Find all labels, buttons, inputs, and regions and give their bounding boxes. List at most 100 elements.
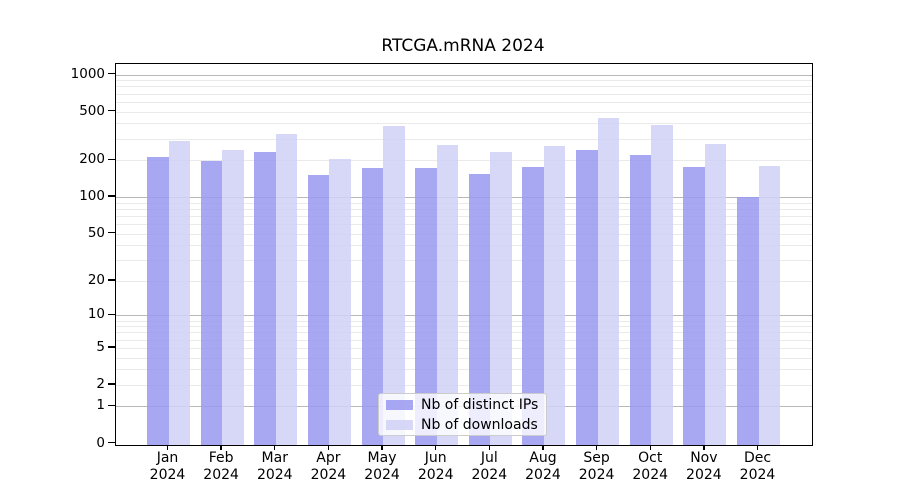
legend-entry-distinct-ips: Nb of distinct IPs <box>379 396 546 413</box>
x-tick-mark <box>703 445 705 450</box>
bar-feb-distinct-ips <box>200 160 223 445</box>
x-tick-mark <box>166 445 169 450</box>
gridline-minor <box>116 208 812 210</box>
x-tick-mark <box>595 445 598 450</box>
x-tick-label: Feb 2024 <box>203 450 239 483</box>
gridline-minor <box>116 280 812 282</box>
y-tick-label: 20 <box>87 271 105 288</box>
y-tick-label: 0 <box>96 434 105 451</box>
gridline-minor <box>116 332 812 334</box>
x-tick-label: Jan 2024 <box>149 450 186 483</box>
y-tick-label: 100 <box>79 188 105 205</box>
gridline-minor <box>116 347 812 349</box>
gridline-minor <box>116 101 812 103</box>
bar-sep-downloads <box>597 118 620 445</box>
gridline-minor <box>116 320 812 322</box>
x-tick-mark <box>327 445 330 450</box>
y-tick-mark <box>108 383 115 385</box>
x-tick-label: Jun 2024 <box>417 450 454 483</box>
gridline-major <box>116 74 812 76</box>
x-tick-label: Apr 2024 <box>310 450 347 483</box>
gridline-minor <box>116 326 812 328</box>
x-tick-mark <box>488 445 490 450</box>
y-tick-label: 1 <box>96 397 105 414</box>
gridline-minor <box>116 93 812 95</box>
bar-sep-distinct-ips <box>576 149 598 445</box>
gridline-minor <box>116 80 812 82</box>
y-tick-mark <box>108 404 115 407</box>
gridline-minor <box>116 138 812 140</box>
y-tick-label: 2 <box>96 375 105 392</box>
bar-mar-distinct-ips <box>254 152 276 445</box>
x-tick-mark <box>220 445 222 450</box>
x-tick-mark <box>756 445 759 450</box>
gridline-minor <box>116 86 812 88</box>
y-tick-mark <box>108 279 115 281</box>
legend: Nb of distinct IPs Nb of downloads <box>378 393 547 436</box>
x-tick-label: Oct 2024 <box>632 450 669 483</box>
gridline-major <box>116 197 812 199</box>
plot-area <box>115 63 813 446</box>
x-tick-label: Dec 2024 <box>739 450 776 483</box>
gridline-minor <box>116 215 812 217</box>
legend-label-distinct-ips: Nb of distinct IPs <box>421 396 539 413</box>
bar-aug-downloads <box>543 145 566 445</box>
bar-dec-downloads <box>758 165 780 445</box>
gridline-minor <box>116 384 812 386</box>
y-tick-label: 5 <box>96 338 105 355</box>
x-tick-label: Jul 2024 <box>471 450 508 483</box>
gridline-minor <box>116 111 812 113</box>
y-tick-label: 1000 <box>70 65 105 82</box>
gridline-major <box>116 315 812 317</box>
bar-oct-distinct-ips <box>629 155 652 445</box>
bar-aug-distinct-ips <box>522 167 544 445</box>
y-tick-label: 200 <box>79 151 105 168</box>
y-tick-mark <box>108 109 115 112</box>
x-tick-label: Mar 2024 <box>256 450 293 483</box>
legend-swatch-distinct-ips <box>386 399 413 410</box>
gridline-minor <box>116 123 812 125</box>
gridline-minor <box>116 339 812 341</box>
gridline-minor <box>116 202 812 204</box>
gridline-minor <box>116 357 812 359</box>
x-tick-mark <box>649 445 651 450</box>
y-tick-mark <box>108 231 115 234</box>
y-tick-label: 10 <box>87 306 105 323</box>
bar-jan-downloads <box>168 141 190 445</box>
x-tick-mark <box>381 445 383 450</box>
gridline-minor <box>116 160 812 162</box>
bar-jul-downloads <box>490 151 512 445</box>
gridline-minor <box>116 245 812 247</box>
gridline-minor <box>116 260 812 262</box>
legend-swatch-downloads <box>386 419 413 430</box>
x-tick-label: Sep 2024 <box>578 450 615 483</box>
y-tick-mark <box>108 158 115 160</box>
legend-entry-downloads: Nb of downloads <box>379 416 546 433</box>
bar-jun-downloads <box>436 144 459 445</box>
x-tick-label: May 2024 <box>364 450 400 483</box>
y-tick-mark <box>108 195 115 197</box>
y-tick-label: 50 <box>87 224 105 241</box>
bar-nov-distinct-ips <box>683 167 705 445</box>
bar-dec-distinct-ips <box>737 196 759 445</box>
gridline-minor <box>116 233 812 235</box>
legend-label-downloads: Nb of downloads <box>421 416 538 433</box>
gridline-minor <box>116 369 812 371</box>
x-tick-mark <box>542 445 544 450</box>
chart-title: RTCGA.mRNA 2024 <box>381 36 545 56</box>
y-tick-mark <box>108 441 115 444</box>
y-tick-mark <box>108 72 115 75</box>
bar-may-distinct-ips <box>361 168 384 445</box>
bar-feb-downloads <box>222 150 244 445</box>
bar-jul-distinct-ips <box>468 173 491 445</box>
bar-jan-distinct-ips <box>147 157 169 445</box>
bar-nov-downloads <box>704 144 727 445</box>
bar-apr-distinct-ips <box>307 174 330 445</box>
x-tick-mark <box>434 445 437 450</box>
x-tick-label: Aug 2024 <box>525 450 561 483</box>
y-tick-mark <box>108 313 115 316</box>
gridline-minor <box>116 223 812 225</box>
bar-may-downloads <box>383 126 405 445</box>
y-tick-label: 500 <box>79 102 105 119</box>
